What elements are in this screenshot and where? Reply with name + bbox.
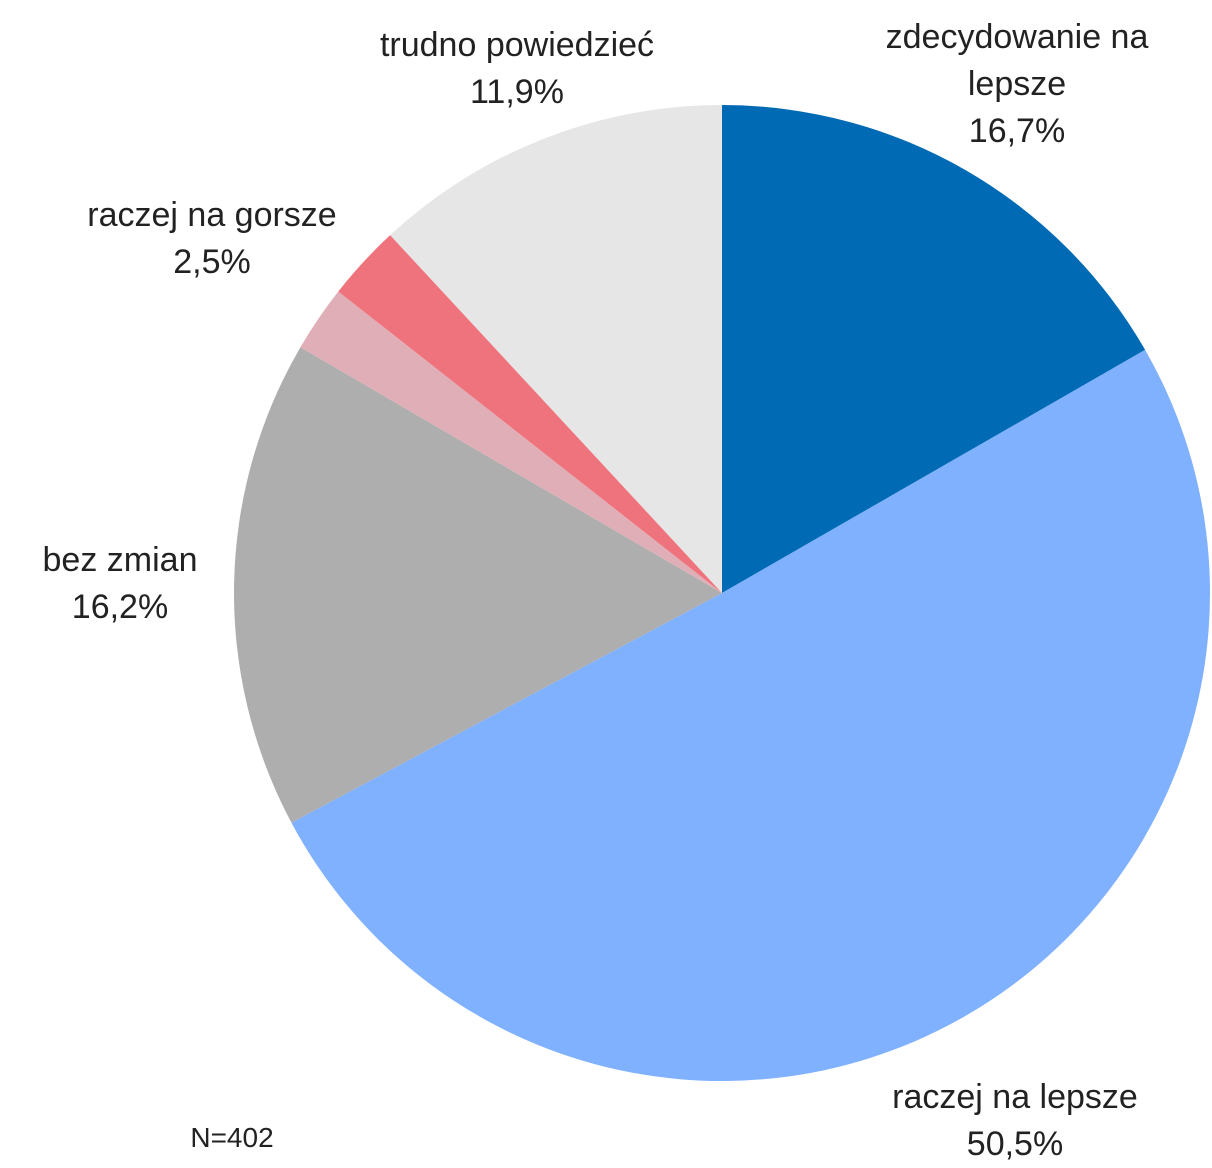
slice-label: trudno powiedzieć 11,9% xyxy=(307,22,727,116)
category-label: raczej na gorsze xyxy=(87,196,337,234)
value-label: 2,5% xyxy=(173,243,251,281)
value-label: 16,2% xyxy=(71,588,169,626)
pie-slice xyxy=(390,105,722,593)
category-label: trudno powiedzieć xyxy=(379,26,655,64)
sample-size: N=402 xyxy=(190,1122,274,1153)
category-label: zdecydowanie na lepsze xyxy=(885,18,1149,103)
category-label: raczej na lepsze xyxy=(892,1078,1138,1116)
pie-slice xyxy=(291,349,1211,1082)
value-label: 16,7% xyxy=(968,112,1066,150)
pie-slice xyxy=(338,235,722,593)
pie-slice xyxy=(722,105,1146,593)
value-label: 50,5% xyxy=(966,1125,1064,1163)
slice-label: raczej na gorsze 2,5% xyxy=(12,192,412,286)
pie-slice xyxy=(233,347,722,823)
category-label: bez zmian xyxy=(42,541,198,579)
pie-slice xyxy=(300,291,722,593)
value-label: 11,9% xyxy=(470,73,564,111)
slice-label: bez zmian 16,2% xyxy=(0,537,270,631)
slice-label: raczej na lepsze 50,5% xyxy=(815,1074,1212,1168)
slice-label: zdecydowanie na lepsze 16,7% xyxy=(872,14,1162,155)
